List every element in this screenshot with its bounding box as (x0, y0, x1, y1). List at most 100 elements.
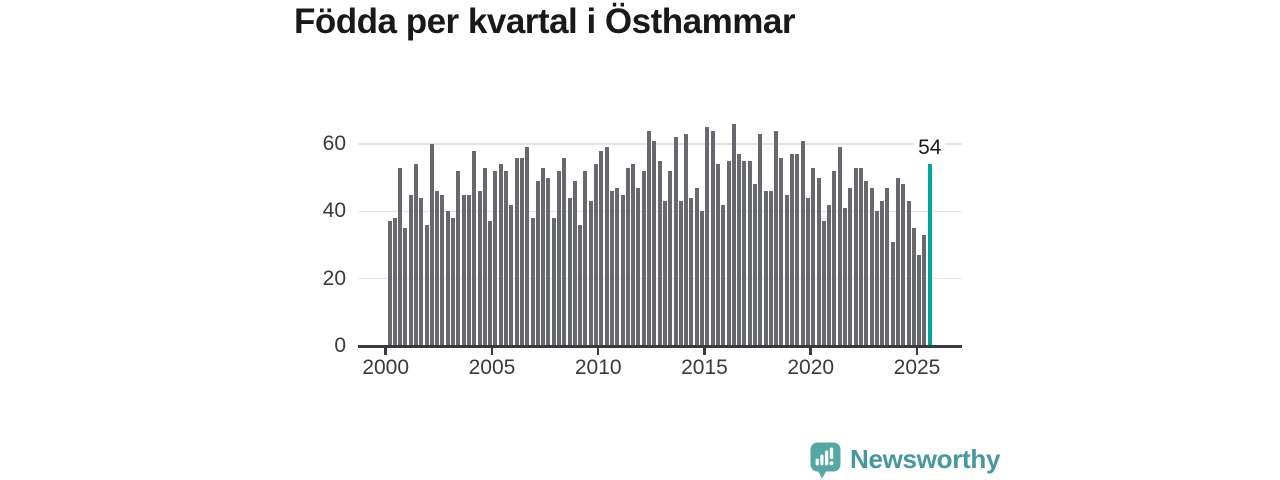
bar (700, 211, 705, 346)
bar (625, 167, 630, 346)
bar (398, 167, 403, 346)
bar (843, 208, 848, 346)
newsworthy-logo-text: Newsworthy (850, 444, 1001, 474)
bar (477, 191, 482, 346)
bar (737, 154, 742, 346)
bar (821, 221, 826, 346)
y-tick-label: 60 (322, 132, 346, 156)
gridline-60 (358, 143, 962, 145)
bar (668, 171, 673, 346)
bar (440, 194, 445, 346)
bar (694, 187, 699, 346)
newsworthy-speech-bubble-chart-icon (810, 442, 841, 479)
bar (413, 164, 418, 346)
x-tick (384, 347, 387, 355)
bar (551, 218, 556, 346)
bar (631, 164, 636, 346)
bar (652, 140, 657, 346)
bar (609, 191, 614, 346)
bar (435, 191, 440, 346)
bar (869, 187, 874, 346)
highlight-bar (927, 164, 932, 346)
bar (482, 167, 487, 346)
bar (562, 157, 567, 346)
bar (641, 171, 646, 346)
newsworthy-logo[interactable]: Newsworthy (810, 442, 1000, 479)
x-tick-label: 2005 (468, 356, 516, 379)
bar (662, 201, 667, 346)
bar (657, 160, 662, 346)
bar (599, 150, 604, 346)
bar (758, 134, 763, 346)
bar (922, 234, 927, 346)
bar (689, 197, 694, 346)
bar (403, 228, 408, 346)
bar (488, 221, 493, 346)
x-tick (596, 347, 600, 355)
bar (594, 164, 599, 346)
bar (530, 218, 535, 346)
x-axis-line (358, 344, 962, 348)
chart-title: Födda per kvartal i Östhammar (294, 2, 795, 41)
bar (647, 130, 652, 346)
bar (615, 187, 620, 346)
bar (588, 201, 593, 346)
bar (790, 154, 795, 346)
bar (509, 204, 514, 346)
bar (504, 171, 509, 346)
bar (917, 255, 922, 346)
bar (387, 221, 392, 346)
bar (832, 171, 837, 346)
bar (567, 197, 572, 346)
bar (795, 154, 800, 346)
x-tick-label: 2010 (574, 356, 622, 379)
bar (715, 164, 720, 346)
y-tick-label: 20 (322, 266, 346, 290)
x-tick (703, 347, 706, 355)
bar (636, 187, 641, 346)
bar (572, 181, 577, 346)
x-tick (490, 347, 494, 355)
bar (742, 160, 747, 346)
bar (578, 224, 583, 346)
bar (419, 197, 424, 346)
bar (498, 164, 503, 346)
bar (774, 130, 779, 346)
bar (604, 147, 609, 346)
bar (906, 201, 911, 346)
bar (853, 167, 858, 346)
x-tick (915, 347, 919, 355)
bar (880, 201, 885, 346)
bar (493, 171, 498, 346)
bar (896, 177, 900, 346)
bar (901, 184, 906, 346)
bar (864, 181, 869, 346)
bar (392, 218, 397, 346)
bar (848, 187, 853, 346)
bar (557, 171, 561, 346)
bar (805, 197, 810, 346)
bar (583, 171, 588, 346)
highlight-value-label: 54 (895, 136, 965, 160)
bar (451, 218, 456, 346)
bar (445, 211, 450, 346)
bar (763, 191, 768, 346)
bar (456, 171, 461, 346)
bar (461, 194, 466, 346)
bar (726, 160, 731, 346)
x-tick-label: 2025 (893, 356, 941, 379)
bar (911, 228, 916, 346)
y-tick-label: 0 (334, 334, 346, 357)
x-tick-label: 2015 (681, 356, 728, 379)
bar (890, 241, 895, 346)
bar (429, 144, 434, 346)
bar (885, 187, 890, 346)
x-tick (809, 347, 812, 355)
x-tick-label: 2000 (362, 356, 410, 379)
bar (424, 224, 429, 346)
bar (784, 194, 789, 346)
bar (800, 140, 805, 346)
bar (546, 177, 551, 346)
bar (673, 137, 678, 346)
